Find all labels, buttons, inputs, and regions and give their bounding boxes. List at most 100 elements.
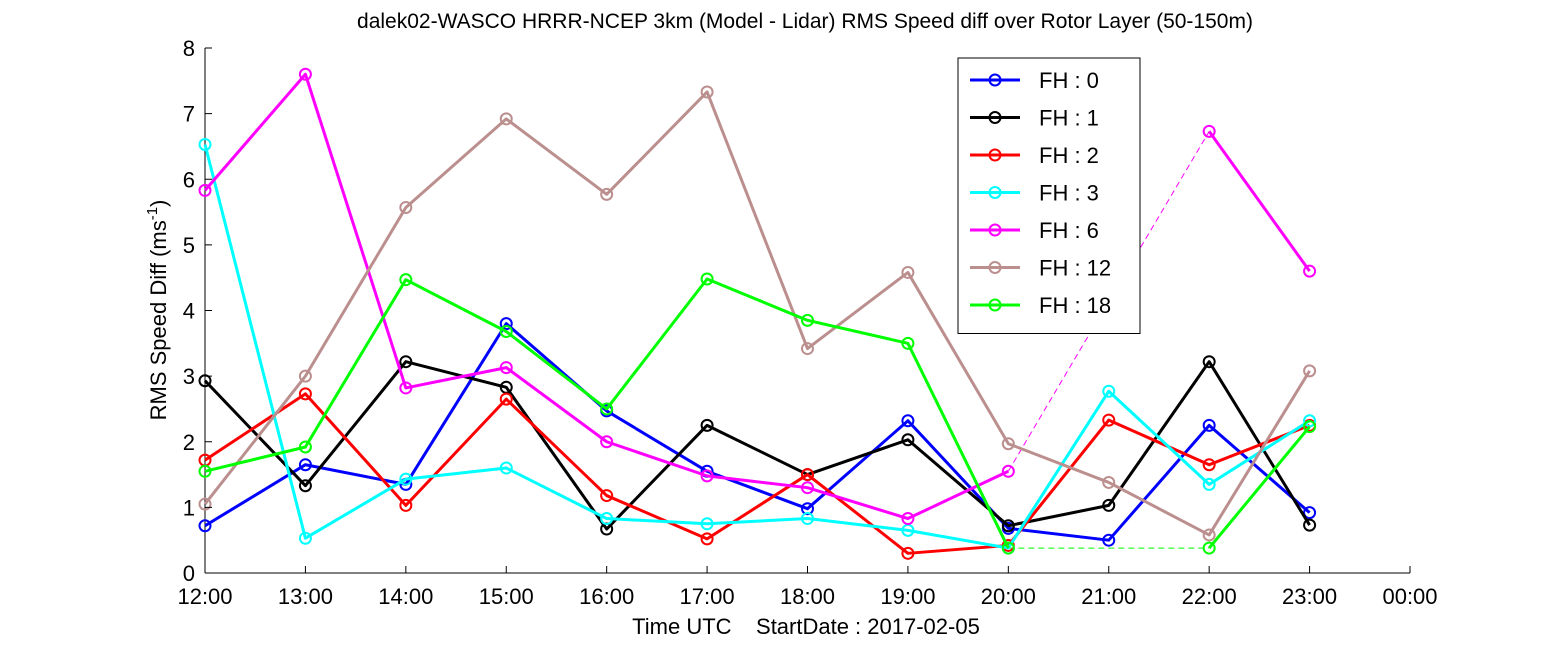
legend-entry: FH : 0: [1039, 68, 1099, 93]
data-point: [901, 414, 915, 428]
data-point: [198, 183, 212, 197]
data-point: [298, 531, 312, 545]
y-axis: 0 1 2 3 4 5 6 7 8: [183, 36, 212, 586]
x-tick-label: 17:00: [680, 584, 735, 609]
y-tick-label: 0: [183, 561, 195, 586]
data-point: [1202, 355, 1216, 369]
x-tick-label: 16:00: [579, 584, 634, 609]
x-tick-label: 23:00: [1282, 584, 1337, 609]
y-axis-label-main: RMS Speed Diff (ms: [146, 220, 171, 420]
data-point: [1102, 475, 1116, 489]
data-point: [901, 512, 915, 526]
data-point: [298, 479, 312, 493]
legend-entry: FH : 2: [1039, 143, 1099, 168]
legend-swatch-marker: [988, 298, 1002, 312]
legend-entry: FH : 6: [1039, 218, 1099, 243]
data-point: [700, 418, 714, 432]
data-point: [499, 461, 513, 475]
data-point: [298, 387, 312, 401]
y-tick-label: 8: [183, 36, 195, 61]
data-point: [499, 325, 513, 338]
data-point: [198, 374, 212, 388]
y-tick-label: 5: [183, 233, 195, 258]
series-line: [203, 144, 1311, 550]
data-point: [801, 502, 814, 516]
x-axis-label: Time UTC StartDate : 2017-02-05: [632, 614, 980, 639]
series-0: [198, 317, 1317, 547]
y-axis-label-end: ): [146, 200, 171, 207]
legend-entry: FH : 1: [1039, 106, 1099, 131]
data-point: [1303, 506, 1317, 520]
data-point: [198, 464, 212, 478]
series-line: [204, 322, 1311, 542]
x-tick-label: 18:00: [780, 584, 835, 609]
data-point: [1102, 498, 1116, 512]
series-5: [198, 85, 1317, 542]
x-axis: 12:00 13:00 14:00 15:00 16:00 17:00 18:00 19:00…: [177, 566, 1438, 609]
series-2: [198, 387, 1317, 560]
data-point: [1202, 477, 1216, 491]
data-point: [499, 392, 513, 406]
data-point: [399, 381, 413, 395]
data-point: [700, 469, 714, 483]
series-line: [204, 392, 1311, 555]
data-point: [1102, 413, 1116, 427]
data-point: [901, 546, 915, 560]
data-point: [1303, 364, 1317, 378]
data-point: [298, 458, 312, 472]
data-point: [801, 468, 814, 482]
chart-title: dalek02-WASCO HRRR-NCEP 3km (Model - Lid…: [357, 10, 1253, 33]
data-point: [700, 85, 714, 99]
data-point: [1202, 528, 1216, 542]
data-point: [801, 512, 814, 526]
data-point: [198, 497, 212, 511]
data-point: [700, 517, 714, 531]
legend-swatch-marker: [988, 186, 1002, 199]
data-point: [1202, 541, 1216, 555]
data-point: [1001, 519, 1015, 533]
legend-entry: FH : 18: [1039, 293, 1111, 318]
y-tick-label: 6: [183, 167, 195, 192]
x-tick-label: 12:00: [177, 584, 232, 609]
x-tick-label: 15:00: [479, 584, 534, 609]
data-point: [1102, 533, 1116, 547]
data-point: [399, 200, 413, 214]
data-point: [700, 532, 714, 546]
legend-swatch-marker: [988, 73, 1002, 87]
data-point: [399, 355, 413, 369]
series-line: [204, 277, 1010, 549]
data-point: [1303, 414, 1317, 428]
data-point: [1202, 124, 1216, 138]
data-point: [399, 498, 413, 512]
data-point: [801, 342, 814, 356]
data-point: [600, 435, 614, 449]
y-tick-label: 2: [183, 430, 195, 455]
series-line: [203, 72, 1009, 521]
legend-swatch-marker: [988, 261, 1002, 274]
legend-swatch-marker: [988, 223, 1002, 237]
y-axis-label: RMS Speed Diff (ms-1): [144, 200, 171, 421]
data-point: [499, 112, 513, 126]
legend-swatch-marker: [988, 111, 1002, 124]
x-tick-label: 20:00: [981, 584, 1036, 609]
data-point: [1303, 264, 1317, 278]
data-point: [198, 519, 212, 533]
data-point: [1102, 384, 1116, 398]
legend-entry: FH : 12: [1039, 256, 1111, 281]
series-gap-connector: [1007, 131, 1210, 472]
x-tick-label: 22:00: [1182, 584, 1237, 609]
data-point: [600, 187, 614, 201]
data-point: [801, 313, 814, 327]
series-line: [1208, 425, 1311, 550]
x-tick-label: 13:00: [278, 584, 333, 609]
data-point: [1001, 541, 1015, 555]
data-point: [901, 433, 915, 447]
data-point: [801, 481, 814, 495]
series-line: [203, 360, 1311, 531]
y-tick-label: 7: [183, 102, 195, 127]
plot-area: [198, 48, 1410, 574]
data-point: [901, 265, 915, 279]
data-point: [298, 440, 312, 454]
series-4: [198, 67, 1317, 526]
legend-box: [957, 57, 1141, 334]
